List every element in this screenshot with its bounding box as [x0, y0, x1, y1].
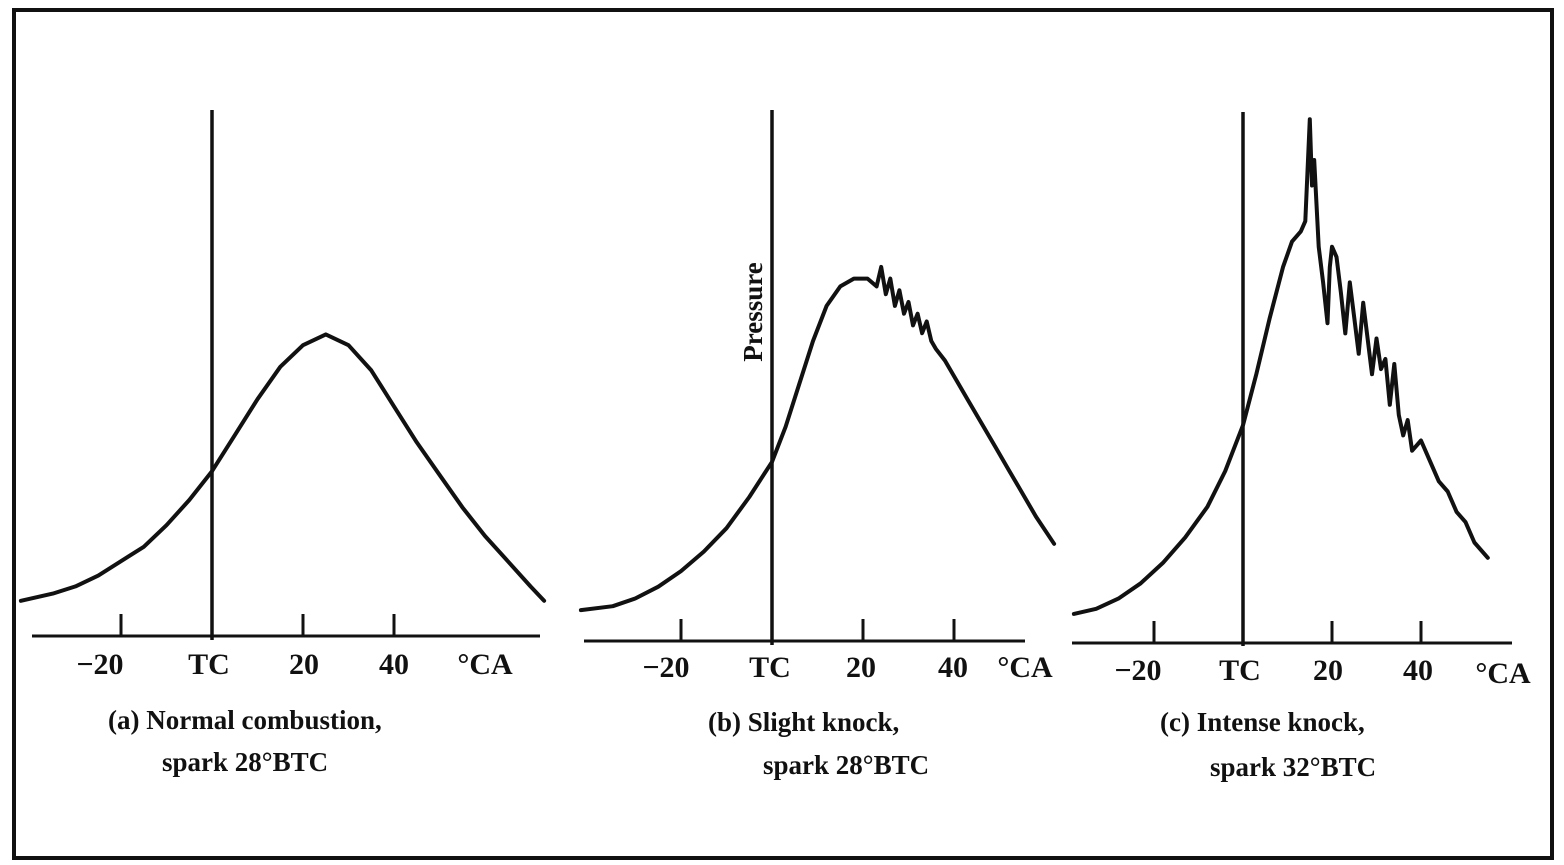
panel-c-caption-line1: (c) Intense knock,	[1160, 707, 1365, 737]
panel-b-tick-label-2: TC	[749, 651, 791, 684]
panel-a-tick-label-2: TC	[188, 648, 230, 681]
panel-a-tick-label-4: 40	[379, 648, 409, 681]
panel-a: −20 TC 20 40 °CA (a) Normal combustion, …	[18, 110, 547, 777]
panel-c-tick-label-2: TC	[1219, 654, 1261, 687]
panel-c-x-unit: °CA	[1475, 657, 1531, 690]
panel-a-pressure-curve	[18, 332, 547, 603]
panel-b: Pressure −20 TC 20 40 °CA (b) Slight kno…	[578, 110, 1057, 780]
panel-c-tick-label-3: 20	[1313, 654, 1343, 687]
panel-b-y-label: Pressure	[738, 262, 768, 361]
panel-b-tick-label-3: 20	[846, 651, 876, 684]
panel-c-caption-line2: spark 32°BTC	[1210, 752, 1376, 782]
panel-a-ticks	[119, 614, 396, 636]
panel-a-caption-line1: (a) Normal combustion,	[108, 705, 382, 735]
panel-a-tick-label-3: 20	[289, 648, 319, 681]
panel-b-caption-line2: spark 28°BTC	[763, 750, 929, 780]
panel-b-tick-label-4: 40	[938, 651, 968, 684]
panel-a-caption-line2: spark 28°BTC	[162, 747, 328, 777]
panel-c: −20 TC 20 40 °CA (c) Intense knock, spar…	[1071, 112, 1531, 782]
panel-c-tick-label-4: 40	[1403, 654, 1433, 687]
panel-a-x-unit: °CA	[457, 648, 513, 681]
panel-b-pressure-curve	[578, 264, 1057, 613]
panel-c-ticks	[1152, 621, 1423, 643]
figure-frame	[12, 8, 1554, 860]
panel-c-tick-label-1: −20	[1114, 654, 1161, 687]
panel-b-caption-line1: (b) Slight knock,	[708, 707, 899, 737]
panel-b-tick-label-1: −20	[642, 651, 689, 684]
panel-a-tick-label-1: −20	[76, 648, 123, 681]
panel-b-ticks	[679, 619, 956, 641]
panel-b-x-unit: °CA	[997, 651, 1053, 684]
panel-c-pressure-curve	[1071, 117, 1490, 616]
